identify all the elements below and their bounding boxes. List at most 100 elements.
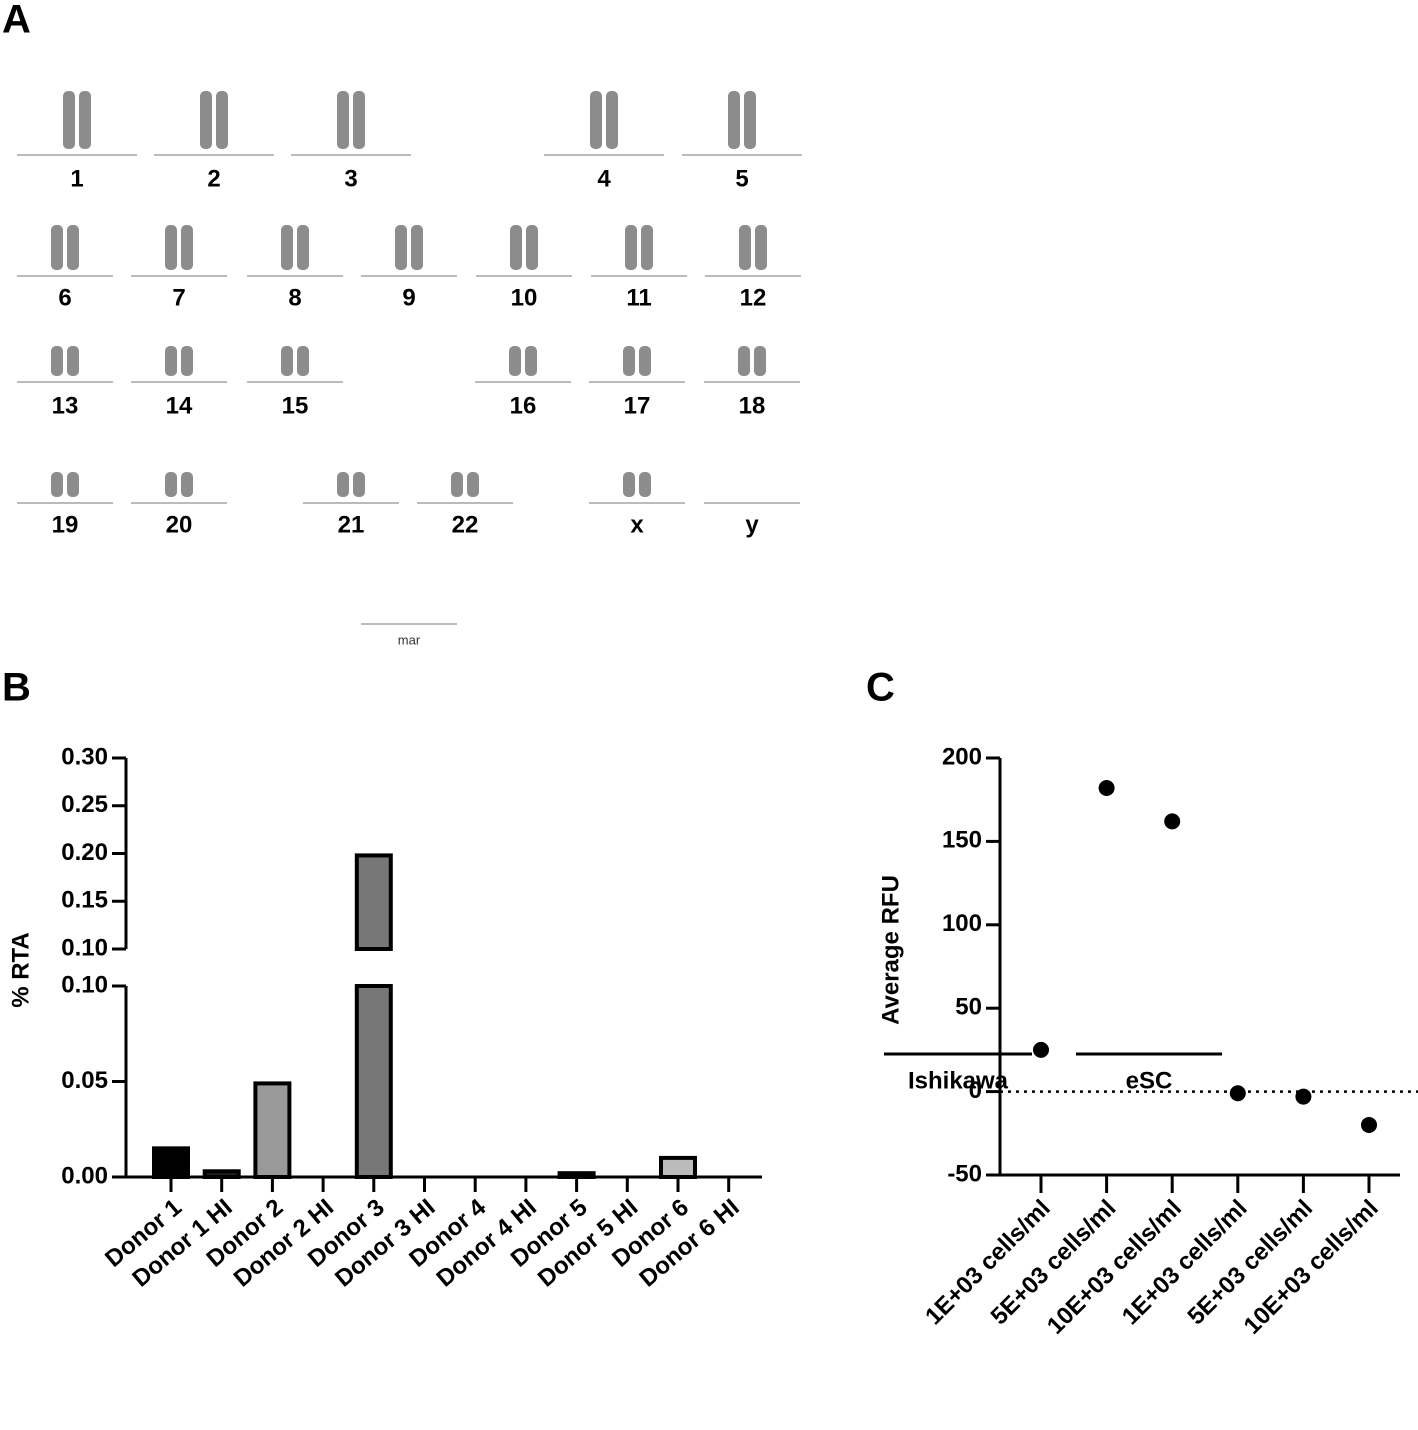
chromosome bbox=[67, 346, 79, 376]
point bbox=[1295, 1088, 1312, 1105]
bar bbox=[659, 1155, 697, 1180]
chromosome bbox=[281, 225, 293, 270]
point bbox=[1361, 1116, 1377, 1133]
chromosome bbox=[639, 346, 651, 376]
chromosome bbox=[755, 225, 767, 270]
chromosome bbox=[395, 225, 407, 270]
chromosome-label: 11 bbox=[626, 284, 651, 311]
y-tick-label: 0.15 bbox=[61, 887, 108, 914]
marker-label: mar bbox=[398, 632, 421, 647]
chromosome bbox=[297, 346, 309, 376]
chromosome-label: 18 bbox=[739, 392, 766, 419]
chromosome bbox=[526, 225, 538, 270]
chromosome bbox=[590, 91, 602, 149]
chromosome bbox=[165, 346, 177, 376]
chromosome-label: 5 bbox=[735, 165, 748, 192]
y-tick-label: 0.05 bbox=[61, 1067, 108, 1094]
y-tick-label: 0.25 bbox=[61, 791, 108, 818]
panel-label: B bbox=[2, 666, 31, 710]
y-tick-label: 0.20 bbox=[61, 839, 108, 866]
chromosome-label: 13 bbox=[52, 392, 79, 419]
y-tick-label: -50 bbox=[947, 1160, 982, 1187]
chromosome-label: 9 bbox=[402, 284, 415, 311]
bar bbox=[202, 1169, 241, 1180]
y-tick-label: 200 bbox=[942, 743, 982, 770]
group-label: eSC bbox=[1126, 1067, 1173, 1094]
y-tick-label: 50 bbox=[955, 994, 982, 1021]
chromosome bbox=[738, 346, 750, 376]
chromosome bbox=[67, 472, 79, 497]
chromosome bbox=[467, 472, 479, 497]
chromosome-label: 2 bbox=[207, 165, 220, 192]
chromosome bbox=[337, 91, 349, 149]
chromosome bbox=[67, 225, 79, 270]
chromosome bbox=[525, 346, 537, 376]
chromosome bbox=[181, 225, 193, 270]
chromosome bbox=[625, 225, 637, 270]
chromosome bbox=[411, 225, 423, 270]
chromosome bbox=[337, 472, 349, 497]
chromosome bbox=[353, 91, 365, 149]
panel-label: A bbox=[2, 0, 31, 42]
chromosome bbox=[754, 346, 766, 376]
chromosome-label: 14 bbox=[166, 392, 193, 419]
chromosome bbox=[739, 225, 751, 270]
chromosome bbox=[744, 91, 756, 149]
chromosome bbox=[200, 91, 212, 149]
chromosome bbox=[297, 225, 309, 270]
chromosome-label: 4 bbox=[597, 165, 611, 192]
chromosome-label: 16 bbox=[510, 392, 537, 419]
chromosome-label: 22 bbox=[452, 511, 479, 538]
bar bbox=[354, 853, 393, 951]
chromosome bbox=[728, 91, 740, 149]
y-tick-label: 0.10 bbox=[61, 971, 108, 998]
chromosome bbox=[165, 225, 177, 270]
chromosome-label: 1 bbox=[70, 165, 83, 192]
chromosome-label: x bbox=[630, 511, 644, 538]
y-tick-label: 0 bbox=[969, 1077, 982, 1104]
y-tick-label: 100 bbox=[942, 910, 982, 937]
chromosome bbox=[216, 91, 228, 149]
chromosome bbox=[51, 472, 63, 497]
chromosome bbox=[623, 472, 635, 497]
chromosome-label: 20 bbox=[166, 511, 193, 538]
chromosome bbox=[79, 91, 91, 149]
bar bbox=[253, 1081, 292, 1180]
chromosome-label: 6 bbox=[58, 284, 71, 311]
point bbox=[1098, 780, 1115, 797]
y-tick-label: 0.10 bbox=[61, 934, 108, 961]
chromosome-label: 21 bbox=[338, 511, 365, 538]
chromosome bbox=[353, 472, 365, 497]
chromosome bbox=[639, 472, 651, 497]
chromosome bbox=[165, 472, 177, 497]
bar bbox=[557, 1171, 596, 1180]
chromosome bbox=[181, 346, 193, 376]
group-label: Ishikawa bbox=[908, 1067, 1009, 1094]
chromosome bbox=[51, 346, 63, 376]
bar bbox=[354, 984, 393, 1179]
chromosome-label: 7 bbox=[172, 284, 185, 311]
chromosome-label: 15 bbox=[282, 392, 309, 419]
chromosome-label: 12 bbox=[740, 284, 767, 311]
chromosome bbox=[510, 225, 522, 270]
chromosome bbox=[623, 346, 635, 376]
chromosome bbox=[451, 472, 463, 497]
chromosome-label: 17 bbox=[624, 392, 651, 419]
y-tick-label: 0.00 bbox=[61, 1162, 108, 1189]
chromosome-label: y bbox=[745, 511, 759, 538]
bar bbox=[152, 1146, 190, 1179]
chromosome-label: 19 bbox=[52, 511, 79, 538]
chromosome bbox=[281, 346, 293, 376]
y-axis-title: % RTA bbox=[7, 932, 34, 1008]
chromosome bbox=[51, 225, 63, 270]
panel-label: C bbox=[866, 666, 895, 710]
chromosome bbox=[606, 91, 618, 149]
chromosome bbox=[63, 91, 75, 149]
y-tick-label: 0.30 bbox=[61, 743, 108, 770]
chromosome bbox=[509, 346, 521, 376]
point bbox=[1033, 1041, 1049, 1058]
chromosome-label: 3 bbox=[344, 165, 357, 192]
y-tick-label: 150 bbox=[942, 827, 982, 854]
